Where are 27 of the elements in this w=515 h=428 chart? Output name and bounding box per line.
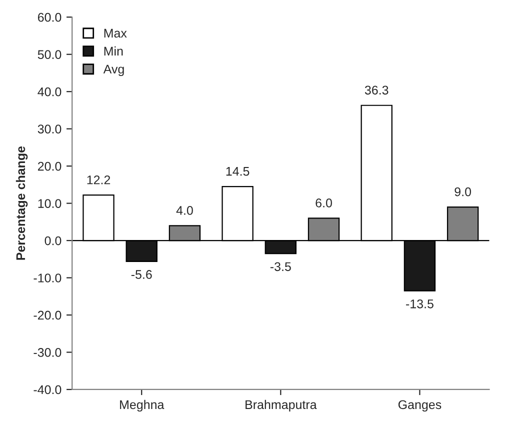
x-tick-label: Brahmaputra (246, 400, 317, 412)
data-label: 14.5 (226, 167, 250, 176)
y-tick-label: 0.0 (44, 236, 62, 246)
legend-label: Min (104, 46, 123, 56)
y-axis-title: Percentage change (16, 146, 28, 260)
data-label: 36.3 (364, 86, 388, 95)
y-tick-label: 20.0 (38, 162, 62, 171)
y-tick-label: 10.0 (38, 199, 62, 208)
y-tick-label: -30.0 (34, 348, 62, 357)
data-label: -3.5 (270, 262, 291, 272)
x-tick-label: Meghna (120, 400, 164, 412)
y-tick-label: -10.0 (34, 274, 62, 282)
y-tick-label: -20.0 (34, 310, 62, 320)
y-tick-label: 60.0 (38, 12, 62, 22)
data-label: 4.0 (176, 206, 193, 215)
data-label: 6.0 (316, 198, 332, 208)
data-label: 12.2 (87, 175, 110, 184)
data-label: 9.0 (454, 187, 472, 196)
legend-label: Max (104, 28, 127, 38)
y-tick-label: 40.0 (38, 87, 62, 96)
y-tick-label: 30.0 (38, 124, 62, 134)
data-label: -5.6 (131, 270, 152, 279)
y-tick-label: -40.0 (34, 385, 62, 394)
y-tick-label: 50.0 (38, 50, 62, 60)
x-tick-label: Ganges (398, 400, 442, 412)
data-label: -13.5 (406, 299, 434, 308)
legend-label: Avg (103, 64, 124, 76)
